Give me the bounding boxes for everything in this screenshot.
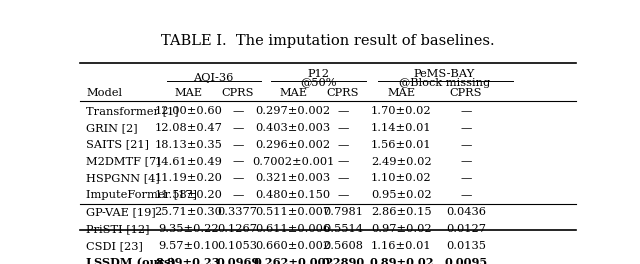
Text: 1.14±0.01: 1.14±0.01: [371, 123, 432, 133]
Text: —: —: [460, 173, 472, 183]
Text: GRIN [2]: GRIN [2]: [86, 123, 138, 133]
Text: —: —: [337, 140, 349, 150]
Text: —: —: [337, 173, 349, 183]
Text: 0.297±0.002: 0.297±0.002: [256, 106, 331, 116]
Text: 1.16±0.01: 1.16±0.01: [371, 241, 432, 251]
Text: 0.611±0.006: 0.611±0.006: [256, 224, 331, 234]
Text: —: —: [232, 123, 243, 133]
Text: Model: Model: [86, 88, 122, 98]
Text: 0.0127: 0.0127: [446, 224, 486, 234]
Text: —: —: [337, 190, 349, 200]
Text: MAE: MAE: [387, 88, 415, 98]
Text: PriSTI [12]: PriSTI [12]: [86, 224, 150, 234]
Text: —: —: [460, 123, 472, 133]
Text: 0.403±0.003: 0.403±0.003: [256, 123, 331, 133]
Text: M2DMTF [7]: M2DMTF [7]: [86, 157, 161, 167]
Text: GP-VAE [19]: GP-VAE [19]: [86, 207, 156, 217]
Text: —: —: [232, 157, 243, 167]
Text: CPRS: CPRS: [221, 88, 254, 98]
Text: —: —: [460, 190, 472, 200]
Text: 14.61±0.49: 14.61±0.49: [154, 157, 222, 167]
Text: 0.0969: 0.0969: [216, 257, 259, 264]
Text: 0.0095: 0.0095: [444, 257, 488, 264]
Text: LSSDM (ours): LSSDM (ours): [86, 257, 177, 264]
Text: CPRS: CPRS: [326, 88, 359, 98]
Text: —: —: [232, 140, 243, 150]
Text: ImputeFormer [17]: ImputeFormer [17]: [86, 190, 198, 200]
Text: 8.89±0.23: 8.89±0.23: [156, 257, 220, 264]
Text: 9.57±0.10: 9.57±0.10: [158, 241, 218, 251]
Text: 0.321±0.003: 0.321±0.003: [256, 173, 331, 183]
Text: 11.58±0.20: 11.58±0.20: [154, 190, 222, 200]
Text: 0.480±0.150: 0.480±0.150: [256, 190, 331, 200]
Text: 0.7002±0.001: 0.7002±0.001: [252, 157, 335, 167]
Text: —: —: [337, 106, 349, 116]
Text: 0.5514: 0.5514: [323, 224, 363, 234]
Text: 0.660±0.002: 0.660±0.002: [256, 241, 331, 251]
Text: —: —: [232, 190, 243, 200]
Text: 0.296±0.002: 0.296±0.002: [256, 140, 331, 150]
Text: PeMS-BAY: PeMS-BAY: [414, 69, 475, 79]
Text: 0.1053: 0.1053: [218, 241, 258, 251]
Text: HSPGNN [4]: HSPGNN [4]: [86, 173, 160, 183]
Text: @50%: @50%: [300, 78, 337, 87]
Text: 18.13±0.35: 18.13±0.35: [154, 140, 222, 150]
Text: —: —: [232, 106, 243, 116]
Text: 0.0135: 0.0135: [446, 241, 486, 251]
Text: 1.70±0.02: 1.70±0.02: [371, 106, 432, 116]
Text: @Block missing: @Block missing: [399, 78, 490, 87]
Text: —: —: [337, 123, 349, 133]
Text: —: —: [460, 106, 472, 116]
Text: MAE: MAE: [174, 88, 202, 98]
Text: 1.10±0.02: 1.10±0.02: [371, 173, 432, 183]
Text: —: —: [460, 157, 472, 167]
Text: CPRS: CPRS: [450, 88, 482, 98]
Text: 1.56±0.01: 1.56±0.01: [371, 140, 432, 150]
Text: 11.19±0.20: 11.19±0.20: [154, 173, 222, 183]
Text: 0.95±0.02: 0.95±0.02: [371, 190, 432, 200]
Text: 0.511±0.007: 0.511±0.007: [256, 207, 331, 217]
Text: P12: P12: [307, 69, 329, 79]
Text: 0.5608: 0.5608: [323, 241, 363, 251]
Text: 0.262±0.002: 0.262±0.002: [253, 257, 333, 264]
Text: 0.3377: 0.3377: [218, 207, 258, 217]
Text: AQI-36: AQI-36: [193, 73, 233, 83]
Text: 12.00±0.60: 12.00±0.60: [154, 106, 222, 116]
Text: 2.86±0.15: 2.86±0.15: [371, 207, 432, 217]
Text: 0.97±0.02: 0.97±0.02: [371, 224, 432, 234]
Text: 0.1267: 0.1267: [218, 224, 258, 234]
Text: TABLE I.  The imputation result of baselines.: TABLE I. The imputation result of baseli…: [161, 34, 495, 48]
Text: 25.71±0.30: 25.71±0.30: [154, 207, 222, 217]
Text: —: —: [337, 157, 349, 167]
Text: 0.0436: 0.0436: [446, 207, 486, 217]
Text: 0.7981: 0.7981: [323, 207, 363, 217]
Text: CSDI [23]: CSDI [23]: [86, 241, 143, 251]
Text: SAITS [21]: SAITS [21]: [86, 140, 150, 150]
Text: 9.35±0.22: 9.35±0.22: [158, 224, 218, 234]
Text: —: —: [460, 140, 472, 150]
Text: Transformer [1]: Transformer [1]: [86, 106, 179, 116]
Text: 0.89±0.02: 0.89±0.02: [369, 257, 434, 264]
Text: 12.08±0.47: 12.08±0.47: [154, 123, 222, 133]
Text: —: —: [232, 173, 243, 183]
Text: 0.2890: 0.2890: [321, 257, 365, 264]
Text: MAE: MAE: [279, 88, 307, 98]
Text: 2.49±0.02: 2.49±0.02: [371, 157, 432, 167]
